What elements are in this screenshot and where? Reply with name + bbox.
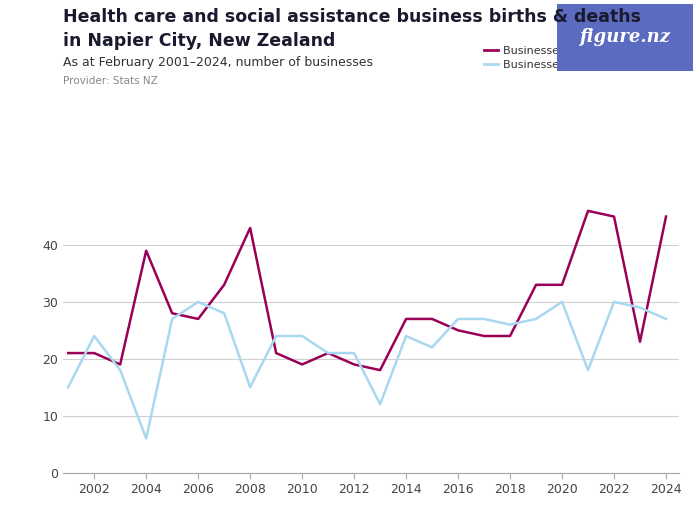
Text: As at February 2001–2024, number of businesses: As at February 2001–2024, number of busi… — [63, 56, 373, 69]
Text: Health care and social assistance business births & deaths: Health care and social assistance busine… — [63, 8, 641, 26]
Legend: Businesses starting operation, Businesses ceasing operation: Businesses starting operation, Businesse… — [480, 41, 673, 75]
Text: Provider: Stats NZ: Provider: Stats NZ — [63, 76, 158, 86]
Text: figure.nz: figure.nz — [580, 28, 671, 46]
Text: in Napier City, New Zealand: in Napier City, New Zealand — [63, 32, 335, 49]
